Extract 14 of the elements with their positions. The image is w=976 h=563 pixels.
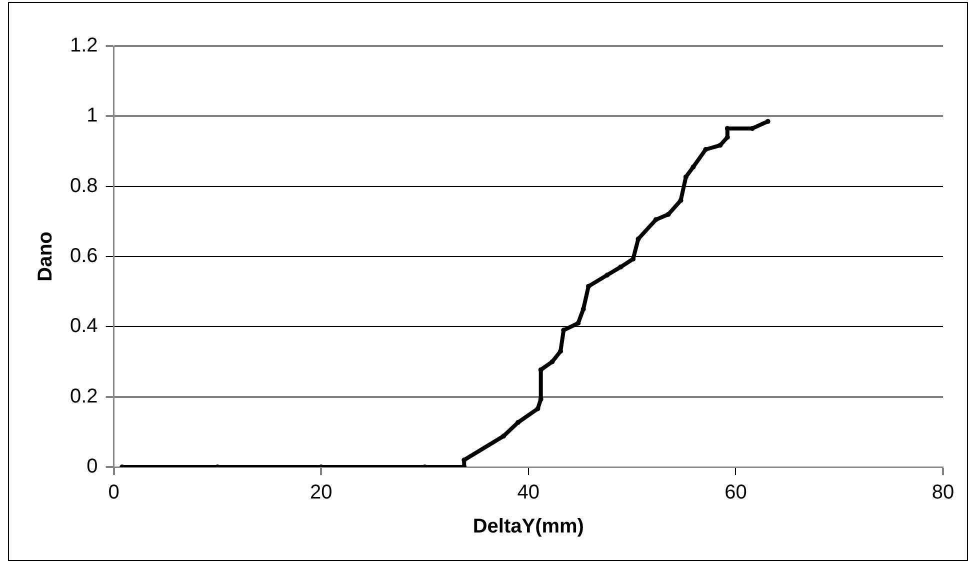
y-tick-label: 0.2 — [70, 385, 98, 408]
y-tick-label: 0.8 — [70, 174, 98, 197]
y-tick-label: 0.4 — [70, 315, 98, 338]
y-axis-title: Dano — [34, 232, 57, 282]
x-axis-title: DeltaY(mm) — [472, 516, 584, 538]
x-tick-label: 60 — [724, 482, 747, 504]
y-tick-label: 0 — [86, 456, 98, 478]
x-tick-label: 20 — [310, 482, 332, 504]
y-tick-label: 0.6 — [70, 245, 98, 268]
x-tick-label: 0 — [108, 482, 120, 504]
y-tick-label: 1 — [86, 104, 98, 127]
x-tick-label: 80 — [932, 482, 954, 504]
y-tick-label: 1.2 — [70, 34, 98, 57]
x-tick-label: 40 — [517, 482, 540, 504]
